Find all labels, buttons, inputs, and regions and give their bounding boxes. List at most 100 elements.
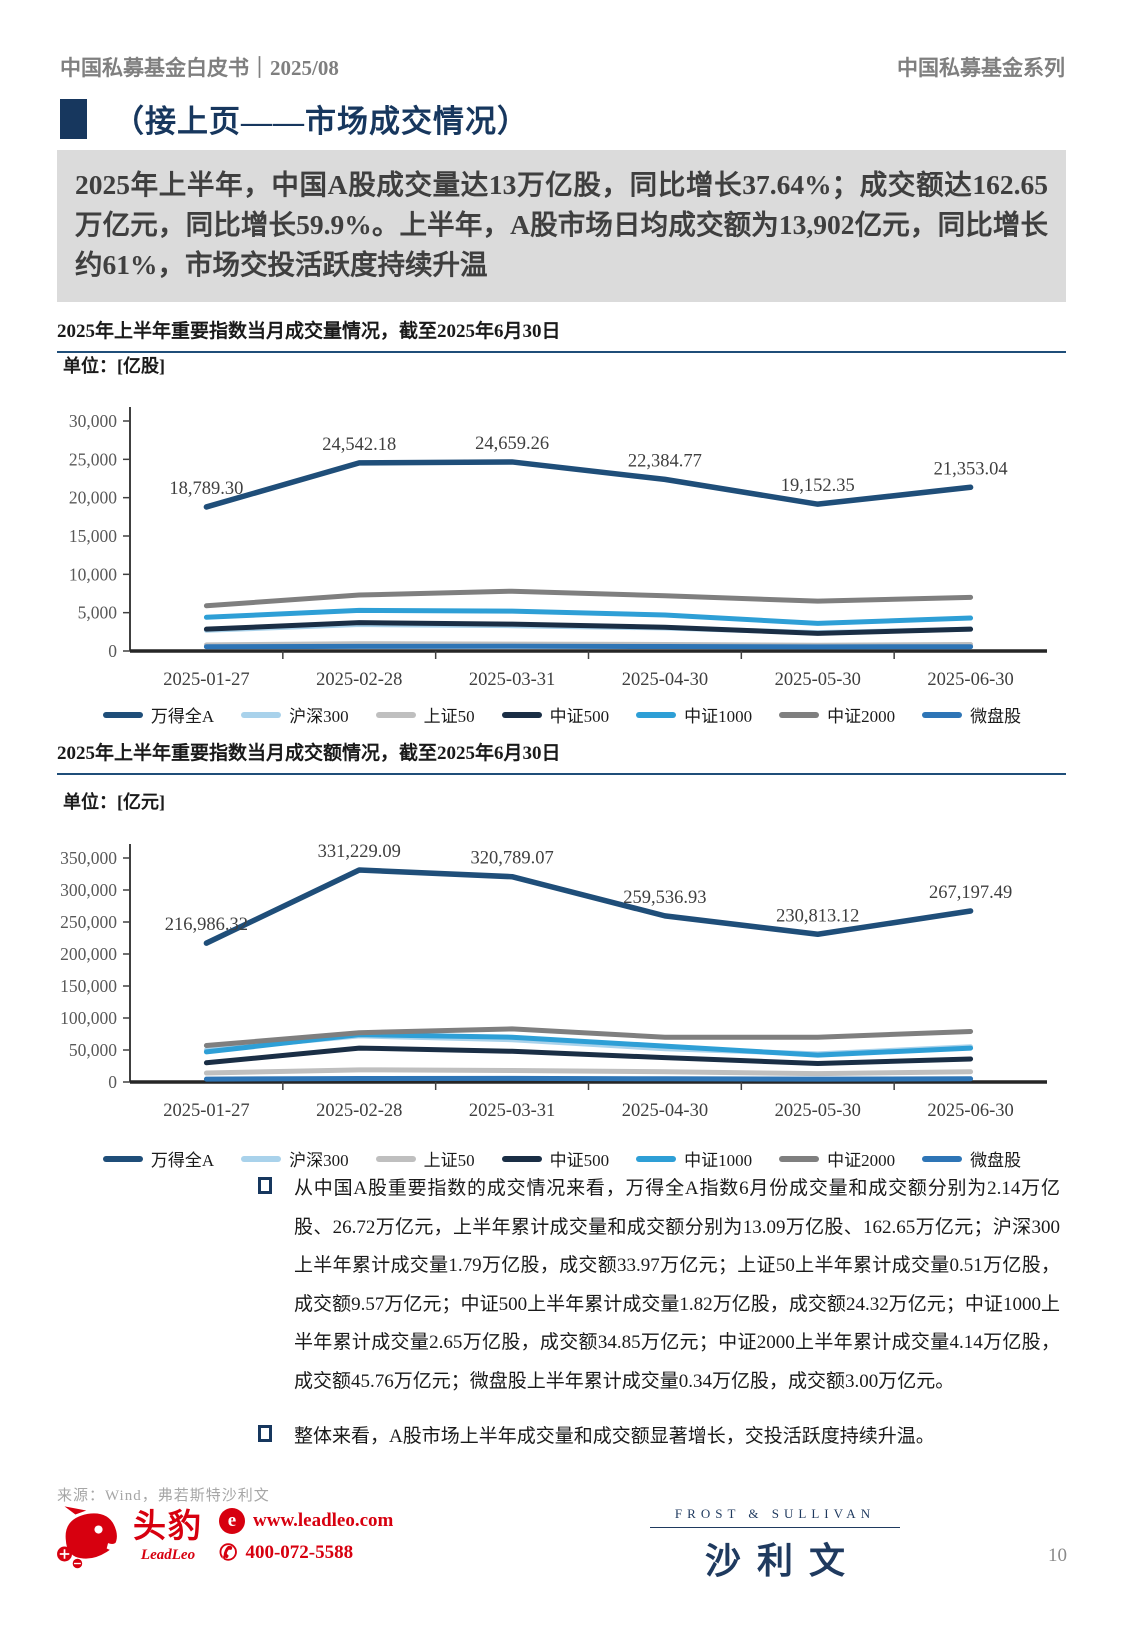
series-line-中证2000 [203,588,974,609]
bullet-text: 从中国A股重要指数的成交情况来看，万得全A指数6月份成交量和成交额分别为2.14… [294,1178,1060,1392]
series-line-万得全A [203,459,974,510]
header-left-title: 中国私募基金白皮书｜2025/08 [60,56,339,80]
legend-label: 上证50 [423,1151,475,1170]
legend-swatch [102,711,143,718]
y-tick-label: 100,000 [60,1008,117,1028]
website-text: www.leadleo.com [253,1510,394,1531]
x-tick-label: 2025-02-28 [316,670,402,690]
legend-label: 微盘股 [970,1151,1022,1170]
series-line-中证500 [203,620,974,636]
legend-item-中证500: 中证500 [501,702,610,727]
data-label: 267,197.49 [929,883,1012,903]
legend-swatch [375,711,416,718]
legend-item-万得全A: 万得全A [102,1146,215,1171]
leadleo-logo-block: 头豹 LeadLeo e www.leadleo.com ✆ 400-072-5… [55,1505,393,1569]
legend-item-中证2000: 中证2000 [779,1146,895,1171]
y-tick-label: 150,000 [60,976,117,996]
x-tick-label: 2025-06-30 [927,1101,1013,1121]
y-tick-label: 200,000 [60,944,117,964]
legend-swatch [636,711,677,718]
section-heading: （接上页——市场成交情况） [60,96,529,141]
legend-item-中证2000: 中证2000 [779,702,895,727]
legend-label: 微盘股 [970,707,1022,726]
legend-label: 沪深300 [289,707,349,726]
legend-label: 中证2000 [827,707,896,726]
y-tick-label: 250,000 [60,912,117,932]
y-tick-label: 15,000 [69,526,117,546]
x-tick-label: 2025-03-31 [469,670,555,690]
legend-swatch [501,1155,542,1162]
y-tick-label: 25,000 [69,449,117,469]
y-tick-label: 50,000 [69,1040,117,1060]
legend-label: 万得全A [150,1151,215,1170]
chart1-legend: 万得全A 沪深300 上证50 中证500 中证1000 中证2000 微盘股 [57,702,1067,727]
legend-item-中证1000: 中证1000 [636,1146,752,1171]
y-tick-label: 5,000 [78,603,118,623]
bullet-paragraph: 从中国A股重要指数的成交情况来看，万得全A指数6月份成交量和成交额分别为2.14… [258,1170,1060,1401]
data-label: 21,353.04 [934,459,1008,479]
legend-swatch [375,1155,416,1162]
legend-item-上证50: 上证50 [375,702,475,727]
series-line-微盘股 [203,1075,974,1082]
x-tick-label: 2025-01-27 [163,670,249,690]
y-tick-label: 0 [108,1072,117,1092]
data-label: 18,789.30 [169,479,243,499]
series-line-中证2000 [203,1026,974,1049]
data-label: 230,813.12 [776,906,859,926]
legend-swatch [779,711,820,718]
phone-number: 400-072-5588 [245,1542,354,1563]
legend-swatch [241,711,282,718]
x-tick-label: 2025-01-27 [163,1101,249,1121]
y-tick-label: 350,000 [60,848,117,868]
legend-label: 万得全A [150,707,215,726]
leadleo-cn-name: 头豹 [133,1509,203,1545]
square-bullet-icon [258,1418,294,1457]
x-tick-label: 2025-05-30 [775,1101,861,1121]
x-tick-label: 2025-04-30 [622,1101,708,1121]
y-tick-label: 10,000 [69,564,117,584]
data-label: 320,789.07 [470,849,553,869]
source-note: 来源：Wind，弗若斯特沙利文 [57,1488,270,1504]
frost-sullivan-en: FROST & SULLIVAN [650,1506,900,1528]
legend-swatch [102,1155,143,1162]
series-line-中证1000 [203,1032,974,1058]
bullet-paragraph: 整体来看，A股市场上半年成交量和成交额显著增长，交投活跃度持续升温。 [258,1418,1060,1457]
square-bullet-icon [258,1170,294,1401]
legend-item-上证50: 上证50 [375,1146,475,1171]
legend-swatch [636,1155,677,1162]
leopard-logo-icon [57,1506,121,1569]
page-number: 10 [1048,1545,1067,1566]
frost-sullivan-logo-block: FROST & SULLIVAN 沙利文 [650,1506,900,1584]
legend-label: 上证50 [423,707,475,726]
phone-icon: ✆ [219,1540,238,1565]
data-label: 259,536.93 [623,888,706,908]
chart2-title: 2025年上半年重要指数当月成交额情况，截至2025年6月30日 [57,738,1066,775]
legend-item-中证500: 中证500 [501,1146,609,1171]
legend-label: 中证2000 [827,1151,896,1170]
legend-swatch [922,711,963,718]
legend-item-沪深300: 沪深300 [241,702,349,727]
series-line-上证50 [203,1067,974,1077]
section-title: （接上页——市场成交情况） [113,104,529,139]
x-tick-label: 2025-04-30 [622,670,708,690]
volume-line-chart: 0 5,000 10,000 15,000 20,000 25,000 30,000 18,7… [69,407,1047,690]
series-line-微盘股 [203,643,974,650]
x-tick-label: 2025-03-31 [469,1101,555,1121]
legend-swatch [779,1155,820,1162]
legend-swatch [922,1155,963,1162]
series-line-中证1000 [203,607,974,626]
legend-label: 中证500 [549,707,610,726]
header-right-title: 中国私募基金系列 [897,56,1065,80]
legend-item-万得全A: 万得全A [102,702,215,727]
x-tick-label: 2025-05-30 [775,670,861,690]
legend-label: 中证1000 [684,1151,753,1170]
y-tick-label: 20,000 [69,488,117,508]
data-label: 24,659.26 [475,434,549,454]
x-tick-label: 2025-06-30 [927,670,1013,690]
chart2-legend: 万得全A 沪深300 上证50 中证500 中证1000 中证2000 微盘股 [57,1146,1067,1171]
y-tick-label: 0 [108,641,117,661]
legend-item-中证1000: 中证1000 [636,702,752,727]
legend-label: 中证1000 [684,707,753,726]
bullet-text: 整体来看，A股市场上半年成交量和成交额显著增长，交投活跃度持续升温。 [294,1426,935,1447]
